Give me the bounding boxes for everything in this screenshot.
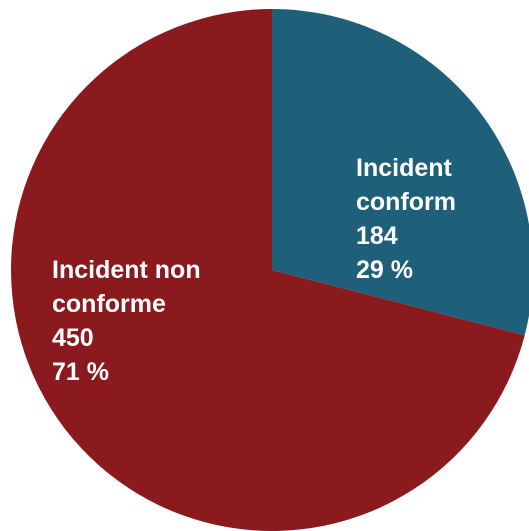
slice-0-label-line-1: Incident [356,154,453,182]
slice-1-value: 450 [52,324,94,352]
slice-1-label-line-1: Incident non [52,256,201,284]
slice-1-percent: 71 % [52,358,109,386]
pie-labels: Incident conform 184 29 % Incident non c… [52,154,463,386]
slice-0-value: 184 [356,222,398,250]
pie-slice-1 [11,9,525,531]
pie-slice-0 [272,9,529,336]
slice-1-label-line-2: conforme [52,290,166,318]
slice-0-label-line-2: conform [356,188,456,216]
slice-label-non-conforme: Incident non conforme 450 71 % [52,256,208,386]
pie-slices [11,9,529,531]
slice-label-conform: Incident conform 184 29 % [356,154,463,284]
slice-0-percent: 29 % [356,256,413,284]
